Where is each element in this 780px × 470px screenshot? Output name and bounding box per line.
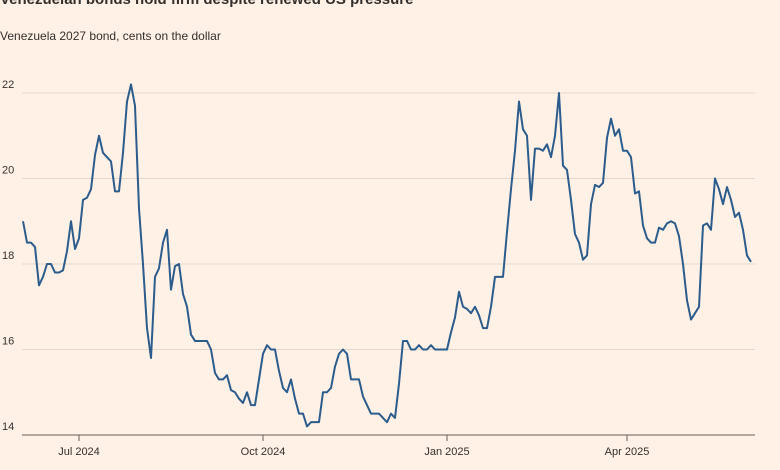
- y-tick-label: 16: [2, 336, 14, 348]
- y-tick-label: 14: [2, 421, 14, 433]
- chart-title: Venezuelan bonds hold firm despite renew…: [0, 0, 413, 8]
- x-tick-label: Oct 2024: [241, 446, 286, 458]
- y-tick-label: 22: [2, 79, 14, 91]
- series-line: [22, 83, 752, 428]
- chart-subtitle: Venezuela 2027 bond, cents on the dollar: [0, 29, 221, 43]
- y-tick-label: 20: [2, 165, 14, 177]
- x-tick-label: Apr 2025: [605, 446, 650, 458]
- x-tick-label: Jul 2024: [58, 446, 100, 458]
- x-tick-label: Jan 2025: [424, 446, 469, 458]
- y-tick-label: 18: [2, 250, 14, 262]
